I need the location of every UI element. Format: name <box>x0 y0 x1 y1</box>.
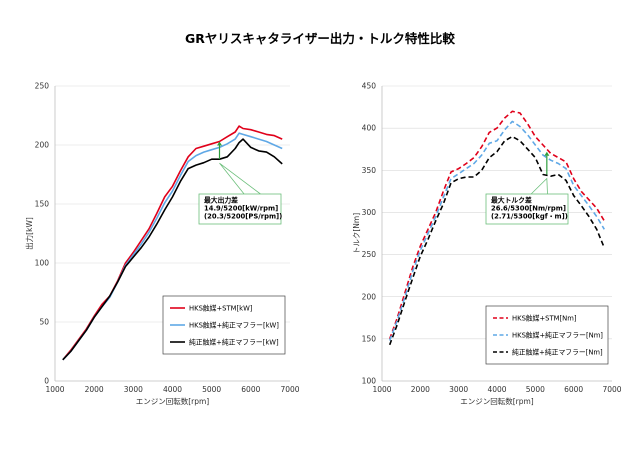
torque-chart-y-tick-label: 200 <box>362 292 377 301</box>
power-chart-x-tick-label: 5000 <box>202 385 221 394</box>
torque-chart-x-tick-label: 2000 <box>411 385 430 394</box>
torque-chart-y-tick-label: 450 <box>362 82 377 91</box>
torque-chart-y-tick-label: 400 <box>362 124 377 133</box>
power-chart-callout-box <box>198 193 282 225</box>
power-chart-y-tick-label: 150 <box>35 200 50 209</box>
power-chart-callout-title: 最大出力差 <box>204 196 238 205</box>
power-chart-y-tick-label: 200 <box>35 141 50 150</box>
torque-chart-x-tick-label: 7000 <box>602 385 621 394</box>
torque-chart-legend-label-2: HKS触媒+純正マフラー[Nm] <box>512 330 603 339</box>
power-chart-x-tick-label: 4000 <box>163 385 182 394</box>
torque-chart-x-tick-label: 3000 <box>449 385 468 394</box>
torque-chart-y-axis-label: トルク[Nm] <box>352 213 361 254</box>
torque-chart-x-axis-label: エンジン回転数[rpm] <box>460 396 534 406</box>
power-chart-y-tick-label: 250 <box>35 82 50 91</box>
torque-chart-y-tick-label: 300 <box>362 208 377 217</box>
torque-chart-callout-box <box>485 193 569 225</box>
torque-chart-x-tick-label: 4000 <box>487 385 506 394</box>
torque-chart-callout-pointer <box>530 177 548 195</box>
torque-chart-x-tick-label: 6000 <box>564 385 583 394</box>
torque-chart-callout-title: 最大トルク差 <box>491 196 532 205</box>
power-chart-x-axis-label: エンジン回転数[rpm] <box>136 396 210 406</box>
power-chart-legend-label-2: HKS触媒+純正マフラー[kW] <box>189 320 279 329</box>
torque-chart-legend-label-3: 純正触媒+純正マフラー[Nm] <box>512 347 603 356</box>
torque-chart-y-tick-label: 100 <box>362 377 377 386</box>
power-chart-y-tick-label: 50 <box>39 318 49 327</box>
power-chart-callout-line: (20.3/5200[PS/rpm]) <box>204 213 282 221</box>
power-chart-y-tick-label: 100 <box>35 259 50 268</box>
torque-chart-x-tick-label: 1000 <box>372 385 391 394</box>
torque-chart-diff-arrowhead <box>544 151 550 156</box>
power-chart-legend-label-1: HKS触媒+STM[kW] <box>189 303 253 312</box>
power-chart-x-tick-label: 7000 <box>280 385 299 394</box>
power-chart-diff-arrowhead <box>217 141 222 146</box>
torque-chart-y-tick-label: 250 <box>362 250 377 259</box>
torque-chart-callout-line: 26.6/5300[Nm/rpm] <box>491 205 566 213</box>
torque-chart-legend-label-1: HKS触媒+STM[Nm] <box>512 313 577 322</box>
torque-chart-series-line-2 <box>388 120 605 341</box>
torque-chart-series-line-1 <box>388 110 605 340</box>
power-chart-x-tick-label: 1000 <box>45 385 64 394</box>
power-chart-x-tick-label: 6000 <box>241 385 260 394</box>
power-chart-x-tick-label: 3000 <box>124 385 143 394</box>
power-chart-y-tick-label: 0 <box>44 377 49 386</box>
power-chart-y-axis-label: 出力[kW] <box>24 217 34 250</box>
power-chart-legend-label-3: 純正触媒+純正マフラー[kW] <box>189 337 279 346</box>
torque-chart-y-tick-label: 150 <box>362 334 377 343</box>
torque-chart-y-tick-label: 350 <box>362 166 377 175</box>
power-chart-x-tick-label: 2000 <box>85 385 104 394</box>
torque-chart-x-tick-label: 5000 <box>526 385 545 394</box>
torque-chart-series-line-3 <box>388 135 606 346</box>
page-title: GRヤリスキャタライザー出力・トルク特性比較 <box>185 31 455 46</box>
power-chart-series-line-3 <box>62 138 283 361</box>
torque-chart-callout-line: (2.71/5300[kgf・m]) <box>491 213 568 221</box>
power-chart-series-line-1 <box>62 125 283 361</box>
power-chart-callout-line: 14.9/5200[kW/rpm] <box>204 205 278 213</box>
power-chart-callout-pointer <box>219 162 261 195</box>
